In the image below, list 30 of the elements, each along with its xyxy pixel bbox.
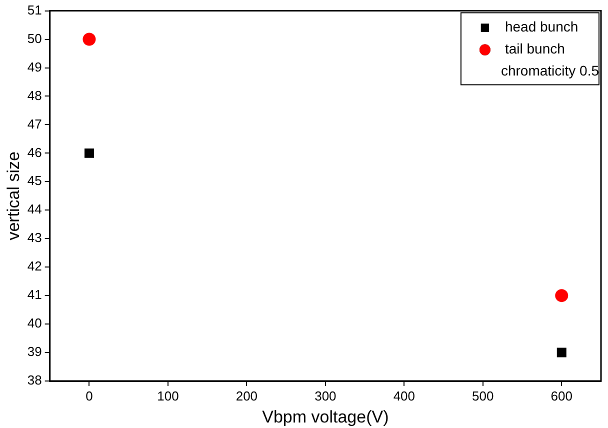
x-axis-title: Vbpm voltage(V): [262, 407, 389, 426]
y-tick-label: 49: [27, 59, 42, 74]
y-tick-label: 46: [27, 144, 42, 160]
y-tick-label: 50: [27, 30, 42, 46]
y-tick-label: 41: [27, 287, 42, 302]
y-tick-label: 42: [27, 258, 42, 274]
annotation: chromaticity 0.5: [500, 62, 600, 79]
x-tick-label: 500: [472, 388, 494, 404]
x-tick-label: 400: [393, 388, 416, 404]
x-tick-label: 100: [157, 388, 179, 404]
x-tick-label: 200: [236, 388, 258, 404]
point: [555, 289, 568, 302]
point: [556, 348, 566, 358]
y-tick-label: 47: [27, 116, 42, 132]
y-tick-label: 38: [27, 372, 42, 388]
point: [82, 32, 96, 46]
x-tick-label: 600: [550, 388, 572, 404]
y-tick-label: 45: [27, 173, 42, 188]
y-tick-label: 48: [27, 88, 42, 103]
x-tick-label: 300: [314, 388, 336, 404]
point: [84, 148, 94, 158]
y-tick-label: 43: [27, 230, 42, 246]
legend-label: tail bunch: [504, 40, 565, 57]
y-axis-title: vertical size: [4, 151, 23, 240]
legend-label: head bunch: [504, 18, 578, 35]
y-tick-label: 40: [27, 316, 42, 331]
y-tick-label: 39: [27, 344, 42, 360]
x-tick-label: 0: [86, 388, 93, 404]
y-tick-label: 44: [27, 202, 42, 217]
y-tick-label: 51: [27, 2, 42, 18]
